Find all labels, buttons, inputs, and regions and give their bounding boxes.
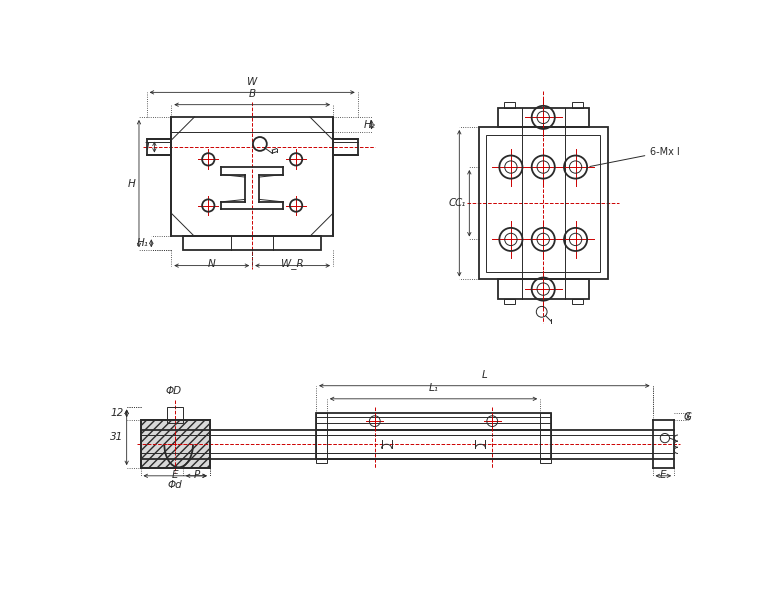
Text: P: P: [193, 470, 199, 480]
Bar: [183, 237, 322, 250]
Bar: [504, 103, 514, 108]
Text: E: E: [172, 470, 179, 480]
Bar: [571, 103, 582, 108]
Text: 31: 31: [110, 432, 123, 442]
Bar: [168, 407, 183, 424]
Text: T: T: [145, 142, 151, 152]
Text: W_R: W_R: [281, 258, 304, 270]
Text: L₁: L₁: [429, 384, 438, 394]
Bar: [316, 412, 326, 463]
Text: G: G: [684, 412, 691, 421]
Text: N: N: [208, 260, 216, 270]
Bar: [541, 412, 551, 463]
Text: C: C: [449, 198, 456, 208]
Text: B: B: [249, 89, 256, 99]
Bar: [571, 299, 582, 304]
Bar: [497, 108, 588, 127]
Bar: [146, 139, 171, 156]
Bar: [171, 117, 333, 237]
Text: H₁: H₁: [136, 238, 148, 248]
Bar: [487, 135, 601, 272]
Bar: [316, 430, 551, 459]
Bar: [479, 127, 608, 280]
Text: Φd: Φd: [168, 480, 182, 490]
Bar: [497, 280, 588, 299]
Text: ΦD: ΦD: [166, 386, 182, 396]
Text: E: E: [660, 470, 667, 480]
Text: 12: 12: [110, 408, 123, 418]
Bar: [140, 421, 209, 468]
Text: H: H: [128, 179, 136, 189]
Text: H₂: H₂: [363, 120, 376, 130]
Text: 6-Mx l: 6-Mx l: [590, 147, 680, 166]
Text: C₁: C₁: [455, 198, 467, 208]
Bar: [333, 139, 357, 156]
Bar: [504, 299, 514, 304]
Bar: [316, 412, 551, 430]
Text: W: W: [247, 77, 257, 87]
Text: L: L: [481, 371, 487, 381]
